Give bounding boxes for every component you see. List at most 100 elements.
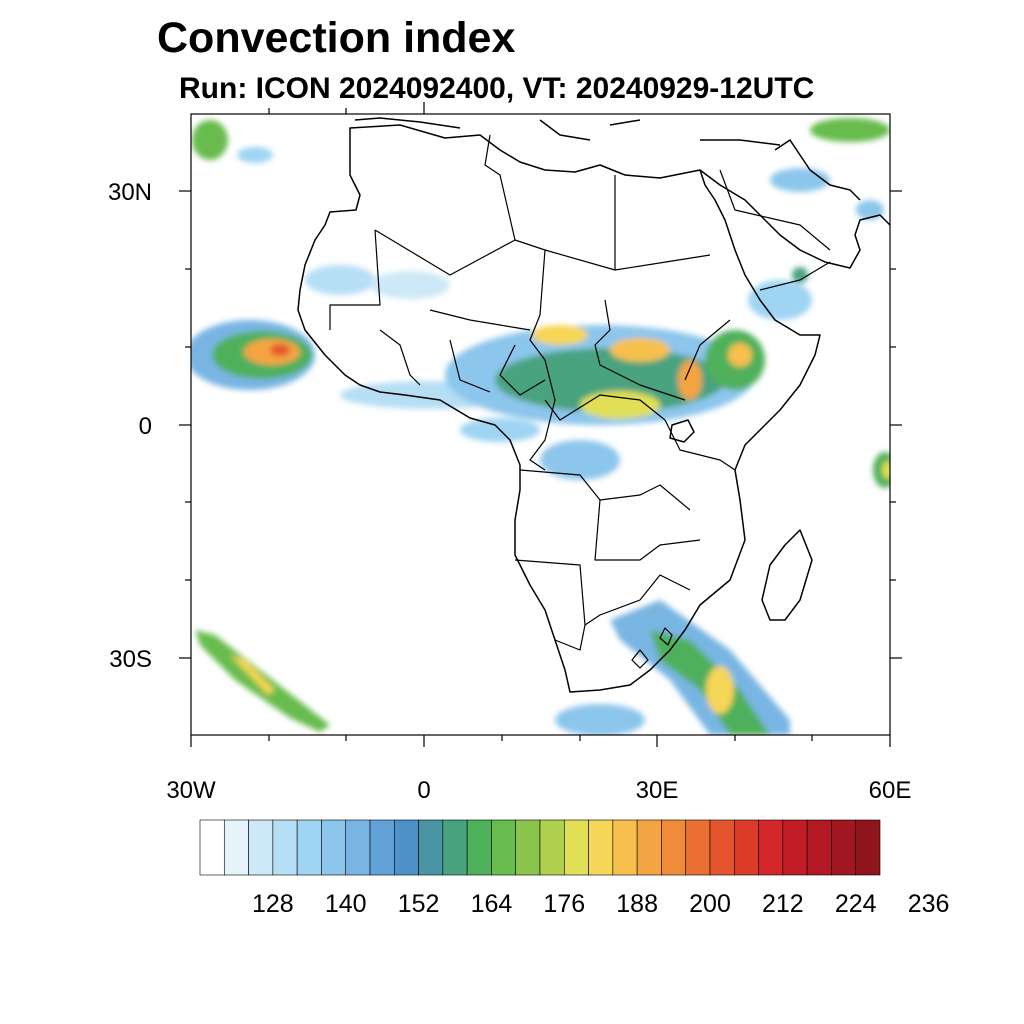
lon-label-0: 0 bbox=[417, 777, 430, 804]
colorbar-swatch bbox=[393, 819, 419, 876]
colorbar-swatch bbox=[831, 819, 857, 876]
field-congo bbox=[540, 440, 620, 480]
colorbar-swatch bbox=[855, 819, 881, 876]
colorbar-swatch bbox=[442, 819, 468, 876]
colorbar-swatch bbox=[418, 819, 444, 876]
colorbar-swatch bbox=[661, 819, 687, 876]
field-yemen bbox=[748, 280, 812, 320]
chart-subtitle: Run: ICON 2024092400, VT: 20240929-12UTC bbox=[179, 72, 815, 105]
colorbar-swatch bbox=[539, 819, 565, 876]
field-cape-south bbox=[555, 704, 645, 735]
colorbar-label: 188 bbox=[616, 890, 658, 918]
lat-label-0: 0 bbox=[139, 413, 152, 440]
border-14 bbox=[664, 419, 736, 471]
lon-label-30e: 30E bbox=[636, 777, 679, 804]
coastlines bbox=[297, 117, 890, 693]
colorbar: 128 140 152 164 176 188 200 212 224 236 bbox=[199, 819, 950, 918]
colorbar-label: 212 bbox=[762, 890, 804, 918]
colorbar-label: 200 bbox=[689, 890, 731, 918]
colorbar-swatch bbox=[272, 819, 298, 876]
colorbar-label: 164 bbox=[471, 890, 513, 918]
border-4 bbox=[614, 175, 711, 271]
field-cameroon-core bbox=[532, 325, 588, 345]
lake-victoria bbox=[669, 419, 695, 443]
colorbar-swatch bbox=[685, 819, 711, 876]
border-19 bbox=[631, 649, 649, 669]
border-8 bbox=[379, 329, 421, 386]
border-2 bbox=[374, 229, 616, 276]
border-21 bbox=[719, 169, 831, 251]
colorbar-swatch bbox=[709, 819, 735, 876]
colorbar-swatch bbox=[612, 819, 638, 876]
border-6 bbox=[594, 299, 686, 401]
border-13 bbox=[684, 319, 731, 381]
colorbar-swatch bbox=[588, 819, 614, 876]
field-indian-core bbox=[882, 461, 890, 479]
border-20 bbox=[659, 627, 673, 646]
border-16 bbox=[594, 499, 701, 561]
field-yemen-core bbox=[792, 267, 808, 283]
madagascar-coastline bbox=[761, 529, 813, 621]
field-central-core bbox=[580, 391, 660, 419]
field-indian-ocean bbox=[873, 452, 890, 488]
colorbar-swatch bbox=[758, 819, 784, 876]
arabia-coastline bbox=[699, 139, 890, 269]
colorbar-label: 236 bbox=[908, 890, 950, 918]
colorbar-label: 152 bbox=[398, 890, 440, 918]
colorbar-label: 176 bbox=[543, 890, 585, 918]
field-uganda-core bbox=[678, 360, 702, 400]
colorbar-swatch bbox=[248, 819, 274, 876]
colorbar-label: 140 bbox=[325, 890, 367, 918]
field-sahel-mid bbox=[370, 271, 450, 299]
colorbar-swatch bbox=[733, 819, 759, 876]
colorbar-swatch bbox=[369, 819, 395, 876]
border-15 bbox=[519, 469, 691, 511]
colorbar-swatch bbox=[199, 819, 225, 876]
colorbar-swatch bbox=[806, 819, 832, 876]
border-7 bbox=[429, 309, 531, 331]
border-11 bbox=[544, 394, 666, 421]
border-1 bbox=[329, 229, 381, 330]
lat-label-30s: 30S bbox=[109, 646, 152, 673]
colorbar-label: 224 bbox=[835, 890, 877, 918]
field-iran bbox=[810, 118, 890, 142]
border-22 bbox=[759, 261, 831, 291]
border-5 bbox=[529, 249, 546, 361]
colorbar-swatch bbox=[563, 819, 589, 876]
border-17 bbox=[514, 559, 691, 626]
field-se-africa-core bbox=[706, 666, 734, 714]
field-sudan-core bbox=[610, 338, 670, 362]
colorbar-swatch bbox=[636, 819, 662, 876]
lat-label-30n: 30N bbox=[108, 179, 152, 206]
colorbar-label: 128 bbox=[252, 890, 294, 918]
lon-label-60e: 60E bbox=[869, 777, 912, 804]
chart-title: Convection index bbox=[157, 14, 516, 62]
africa-coastline bbox=[297, 124, 821, 693]
field-iraq bbox=[770, 168, 830, 192]
colorbar-swatch bbox=[782, 819, 808, 876]
convection-field bbox=[191, 118, 890, 735]
colorbar-swatch bbox=[515, 819, 541, 876]
field-sahel-west bbox=[305, 265, 375, 295]
field-south-atlantic-core bbox=[230, 655, 275, 695]
colorbar-swatch bbox=[296, 819, 322, 876]
field-atlantic-north bbox=[192, 120, 228, 160]
border-9 bbox=[449, 339, 491, 393]
field-ethiopia-core bbox=[728, 343, 752, 367]
border-12 bbox=[529, 359, 556, 471]
tick-marks bbox=[179, 102, 902, 747]
country-borders bbox=[329, 134, 831, 669]
field-central-mid bbox=[495, 348, 725, 412]
border-10 bbox=[499, 344, 546, 396]
border-3 bbox=[484, 134, 516, 241]
colorbar-swatch bbox=[321, 819, 347, 876]
colorbar-swatch bbox=[345, 819, 371, 876]
lon-label-30w: 30W bbox=[166, 777, 216, 804]
field-azores bbox=[237, 147, 273, 163]
plot-frame bbox=[190, 113, 891, 736]
colorbar-swatch bbox=[466, 819, 492, 876]
colorbar-swatch bbox=[223, 819, 249, 876]
field-atlantic-peak bbox=[270, 344, 290, 356]
colorbar-swatch bbox=[491, 819, 517, 876]
